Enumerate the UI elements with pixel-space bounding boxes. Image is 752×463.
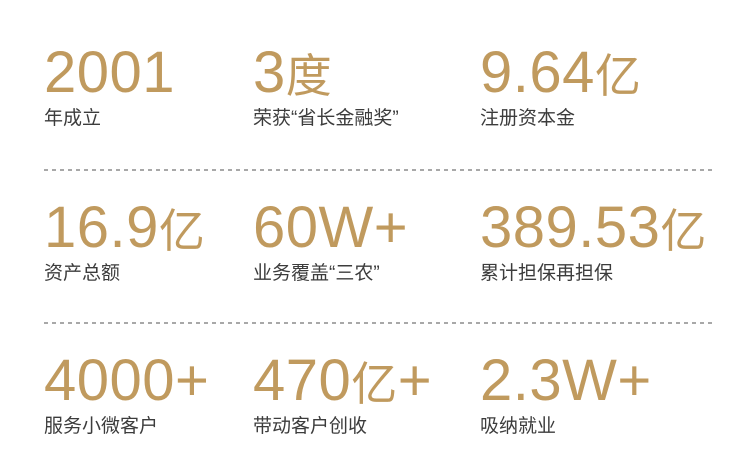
stat-label: 注册资本金 — [480, 108, 576, 129]
stat-employment: 2.3W+ 吸纳就业 — [480, 352, 713, 441]
stat-value: 470亿+ — [253, 348, 433, 413]
row-divider — [44, 169, 713, 171]
stat-label: 吸纳就业 — [480, 416, 557, 437]
stat-business-coverage: 60W+ 业务覆盖“三农” — [253, 199, 480, 322]
stat-label: 荣获“省长金融奖” — [253, 108, 399, 129]
stat-value: 16.9亿 — [44, 195, 206, 260]
stat-cumulative-guarantee: 389.53亿 累计担保再担保 — [480, 199, 713, 322]
stats-row-1: 2001 年成立 3度 荣获“省长金融奖” 9.64亿 注册资本金 — [0, 0, 752, 169]
stat-registered-capital: 9.64亿 注册资本金 — [480, 44, 713, 169]
stat-value: 60W+ — [253, 195, 409, 260]
stat-founded-year: 2001 年成立 — [44, 44, 253, 169]
stat-label: 服务小微客户 — [44, 416, 159, 437]
stats-row-2: 16.9亿 资产总额 60W+ 业务覆盖“三农” 389.53亿 累计担保再担保 — [0, 171, 752, 322]
stat-label: 带动客户创收 — [253, 416, 368, 437]
stat-label: 年成立 — [44, 108, 102, 129]
stat-value: 4000+ — [44, 348, 210, 413]
stat-total-assets: 16.9亿 资产总额 — [44, 199, 253, 322]
row-divider — [44, 322, 713, 324]
stat-micro-customers: 4000+ 服务小微客户 — [44, 352, 253, 441]
stat-label: 累计担保再担保 — [480, 263, 614, 284]
stat-customer-revenue: 470亿+ 带动客户创收 — [253, 352, 480, 441]
stat-value: 2001 — [44, 40, 176, 105]
stat-label: 业务覆盖“三农” — [253, 263, 380, 284]
stats-row-3: 4000+ 服务小微客户 470亿+ 带动客户创收 2.3W+ 吸纳就业 — [0, 324, 752, 441]
stat-value: 389.53亿 — [480, 195, 707, 260]
stat-value: 2.3W+ — [480, 348, 652, 413]
stat-award-count: 3度 荣获“省长金融奖” — [253, 44, 480, 169]
stat-label: 资产总额 — [44, 263, 121, 284]
stat-value: 9.64亿 — [480, 40, 642, 105]
stat-value: 3度 — [253, 40, 333, 105]
